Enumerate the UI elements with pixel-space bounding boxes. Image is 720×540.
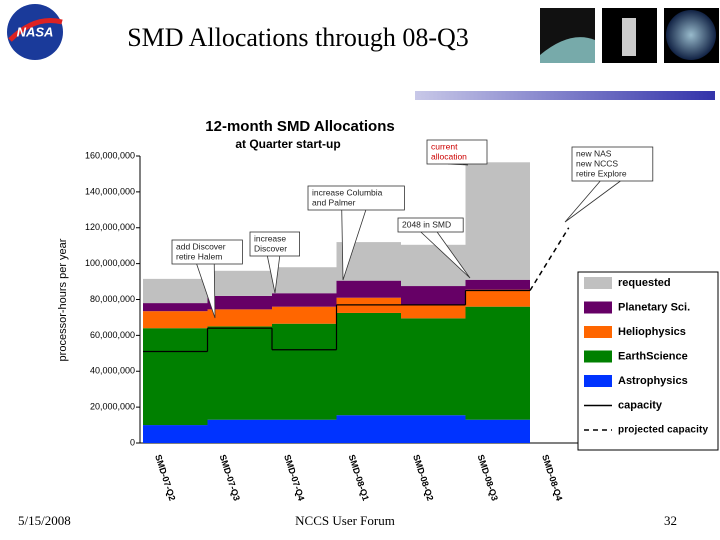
callout-text: increase [254,233,286,243]
legend: requested Planetary Sci. Heliophysics Earth… [577,271,719,451]
callout-pointer [266,255,281,294]
bar-segment [401,318,466,416]
callout-pointer [341,209,367,281]
space-photo-earth [540,37,595,63]
callout-box [171,239,243,265]
x-tick-label: SMD-08-Q1 [347,453,371,502]
x-tick-label: SMD-08-Q3 [476,453,500,502]
callout-text: new NAS [576,148,612,158]
footer-page: 32 [664,513,677,528]
legend-label: capacity [618,399,663,411]
bar-segment [465,279,530,290]
bar-segment [401,304,466,319]
callout-box [426,139,488,165]
bar-segment [465,419,530,443]
telescope-shape [622,18,636,56]
earth-globe [666,10,716,60]
y-tick-label: 20,000,000 [90,402,135,412]
bar-segment [465,289,530,307]
projected-capacity-segment [529,227,570,291]
bar-segment [401,415,466,443]
footer-center: NCCS User Forum [295,513,395,528]
bar-segment [336,280,401,298]
callout-text: increase Columbia [312,187,383,197]
callout-text: Discover [254,243,287,253]
bar-segment [143,278,208,304]
callout-text: new NCCS [576,158,618,168]
x-tick-label: SMD-07-Q3 [218,453,242,502]
callout-text: add Discover [176,241,226,251]
callout-pointer [564,180,621,223]
y-tick-label: 80,000,000 [90,294,135,304]
x-tick-label: SMD-08-Q4 [540,453,564,502]
bar-segment [401,244,466,287]
bar-segment [143,425,208,443]
bar-segment [272,419,337,443]
x-tick-label: SMD-07-Q2 [153,453,177,502]
legend-label: requested [618,277,671,289]
bar-segment [336,312,401,416]
bar-segment [465,162,530,280]
callout-box [571,146,654,182]
y-tick-label: 140,000,000 [85,186,135,196]
legend-swatch [584,350,612,363]
callout-text: 2048 in SMD [402,219,451,229]
callout-text: retire Halem [176,251,222,261]
callout-text: allocation [431,151,467,161]
callout-pointer [196,263,216,319]
y-tick-label: 40,000,000 [90,366,135,376]
callout-text: and Palmer [312,197,356,207]
bar-segment [401,286,466,305]
x-tick-label: SMD-08-Q2 [411,453,435,502]
callout-pointer [420,231,471,279]
nasa-logo: NASA [7,4,63,60]
y-tick-label: 160,000,000 [85,150,135,160]
bar-segment [465,306,530,420]
bar-segment [207,270,272,296]
footer-date: 5/15/2008 [18,513,71,528]
legend-label: projected capacity [618,425,708,436]
bar-segment [207,419,272,443]
legend-swatch [584,277,612,289]
y-axis-label: processor-hours per year [57,238,69,361]
legend-swatch [584,301,612,314]
bar-segment [207,326,272,420]
y-tick-label: 60,000,000 [90,330,135,340]
bar-segment [272,267,337,294]
y-tick-label: 100,000,000 [85,258,135,268]
callout-box [397,217,464,233]
chart-title: 12-month SMD Allocations [205,118,394,135]
x-tick-label: SMD-07-Q4 [282,453,306,502]
legend-label: Planetary Sci. [618,301,690,313]
bar-segment [207,295,272,310]
bar-segment [272,306,337,324]
callout-box [307,185,405,211]
legend-swatch [584,326,612,338]
bar-segment [272,293,337,307]
chart-subtitle: at Quarter start-up [235,137,340,151]
bar-segment [207,309,272,327]
title-rule [415,91,715,100]
callout-text: current [431,141,458,151]
slide-title: SMD Allocations through 08-Q3 [127,23,469,52]
bar-segment [272,323,337,420]
bar-segment [143,303,208,312]
legend-label: EarthScience [618,350,688,362]
y-tick-label: 0 [130,437,135,447]
legend-label: Astrophysics [618,375,688,387]
bar-segment [143,311,208,329]
callout-box [249,231,300,257]
legend-label: Heliophysics [618,326,686,338]
svg-text:NASA: NASA [17,24,54,39]
bar-segment [336,415,401,443]
y-tick-label: 120,000,000 [85,222,135,232]
bar-segment [143,328,208,426]
callout-text: retire Explore [576,168,627,178]
legend-swatch [584,375,612,387]
